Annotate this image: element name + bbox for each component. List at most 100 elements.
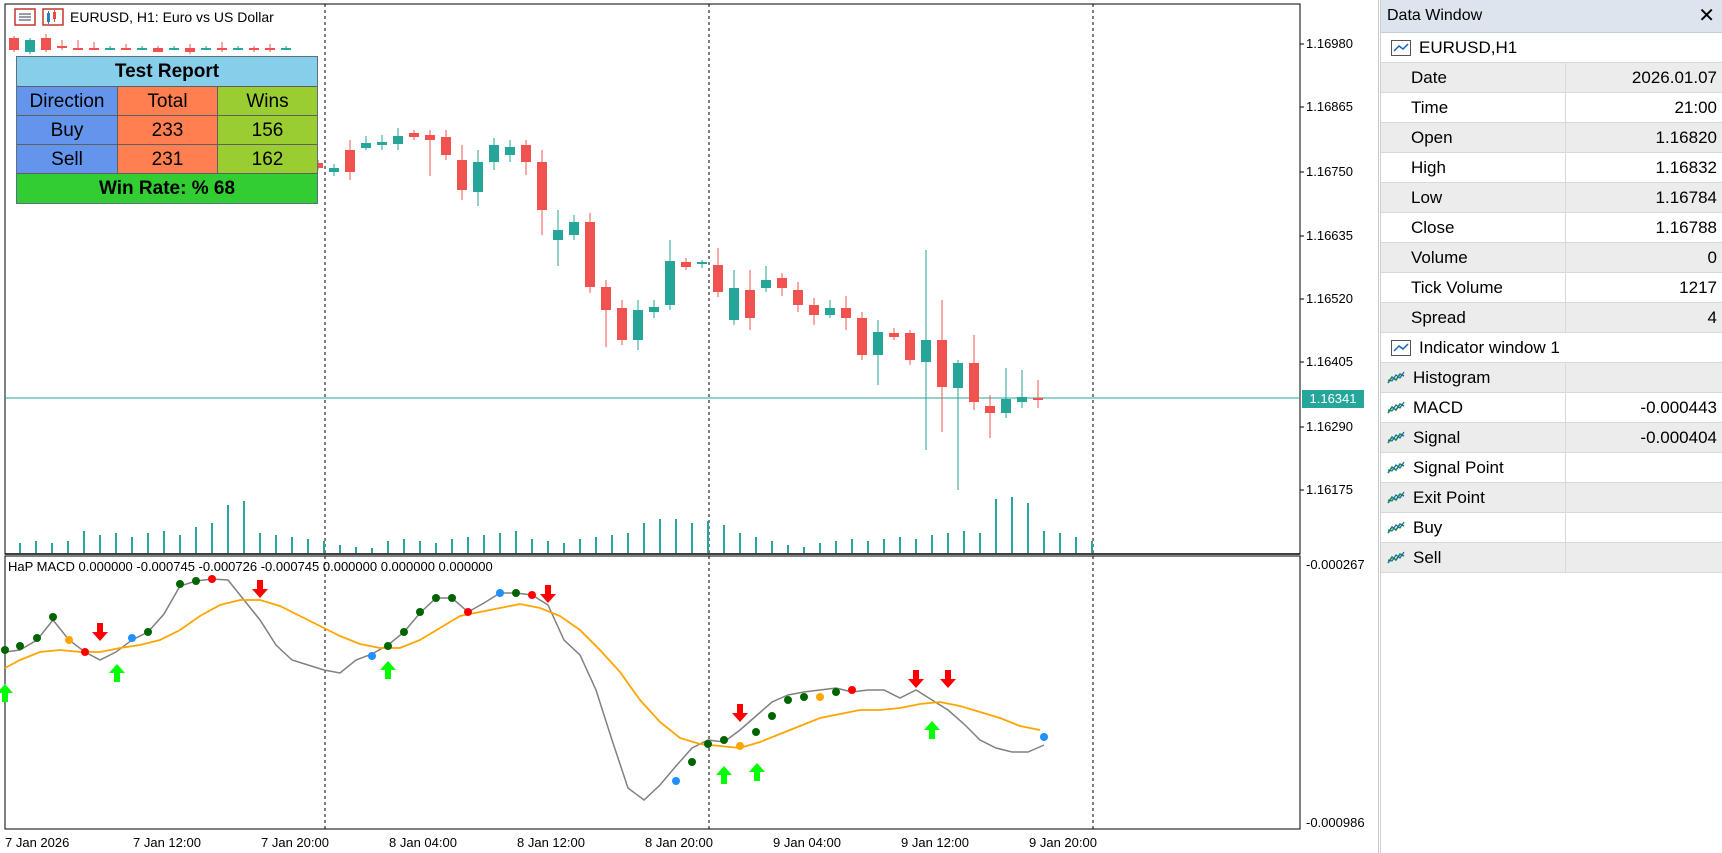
data-row-spread: Spread 4 [1381, 303, 1722, 333]
candle-body [713, 265, 723, 292]
candle-body [249, 48, 259, 50]
field-label: Time [1411, 98, 1449, 117]
price-axis-label: 1.16405 [1306, 354, 1353, 369]
test-report-row-sell: Sell 231 162 [17, 145, 317, 174]
candle-body [793, 290, 803, 305]
candle-body [825, 308, 835, 315]
indicator-line-icon [1387, 491, 1405, 503]
indicator-line-icon [1387, 521, 1405, 533]
signal-point [736, 742, 744, 750]
test-report-row-buy: Buy 233 156 [17, 116, 317, 145]
chart-window[interactable]: EURUSD, H1: Euro vs US Dollar Test Repor… [0, 0, 1379, 853]
data-window-header: Data Window ✕ [1381, 0, 1722, 33]
field-label: Close [1411, 218, 1455, 237]
price-axis-label: 1.16980 [1306, 36, 1353, 51]
candle-body [521, 145, 531, 162]
field-label: Histogram [1413, 368, 1491, 387]
sell-arrow-icon [908, 670, 924, 688]
candle-body [761, 280, 771, 288]
candle-body [585, 222, 595, 287]
data-row-time: Time 21:00 [1381, 93, 1722, 123]
macd-line [4, 578, 1045, 801]
price-axis-label: 1.16520 [1306, 291, 1353, 306]
win-rate: Win Rate: % 68 [17, 174, 317, 203]
candle-body [489, 145, 499, 162]
signal-point [800, 693, 808, 701]
time-axis-label: 9 Jan 12:00 [901, 835, 969, 850]
test-report-panel: Test Report Direction Total Wins Buy 233… [16, 56, 318, 204]
chart-title: EURUSD, H1: Euro vs US Dollar [14, 8, 274, 26]
field-value: 1.16784 [1655, 188, 1717, 207]
candle-body [1001, 399, 1011, 413]
data-row-close: Close 1.16788 [1381, 213, 1722, 243]
candle-body [921, 340, 931, 362]
sub-pane-frame [4, 555, 1301, 830]
field-label: Sell [1413, 548, 1442, 567]
buy-arrow-icon [749, 763, 765, 781]
time-axis-label: 8 Jan 04:00 [389, 835, 457, 850]
candle-body [473, 162, 483, 192]
signal-point [672, 777, 680, 785]
signal-point [176, 580, 184, 588]
time-axis-label: 7 Jan 20:00 [261, 835, 329, 850]
field-label: Buy [1413, 518, 1443, 537]
row-total: 233 [118, 116, 218, 145]
indicator-row-signal-point: Signal Point [1381, 453, 1722, 483]
candle-body [809, 305, 819, 315]
field-value: 1.16788 [1655, 218, 1717, 237]
candle-body [697, 262, 707, 264]
candle-body [185, 48, 195, 52]
candle-body [153, 48, 163, 52]
close-icon[interactable]: ✕ [1698, 5, 1715, 27]
chart-title-text: EURUSD, H1: Euro vs US Dollar [70, 9, 274, 25]
field-value: 0 [1707, 248, 1717, 267]
signal-point [400, 628, 408, 636]
indicator-window-row[interactable]: Indicator window 1 [1381, 333, 1722, 363]
signal-point [720, 736, 728, 744]
candle-body [729, 288, 739, 320]
sell-arrow-icon [732, 704, 748, 722]
candle-body [9, 38, 19, 50]
candle-body [937, 340, 947, 387]
data-row-date: Date 2026.01.07 [1381, 63, 1722, 93]
signal-point [16, 642, 24, 650]
price-axis-label: 1.16865 [1306, 99, 1353, 114]
signal-point [432, 594, 440, 602]
data-row-volume: Volume 0 [1381, 243, 1722, 273]
field-value: 2026.01.07 [1631, 68, 1717, 87]
signal-point [416, 608, 424, 616]
field-label: Tick Volume [1411, 278, 1503, 297]
field-value: -0.000404 [1640, 428, 1717, 447]
signal-point [128, 634, 136, 642]
data-row-tick-volume: Tick Volume 1217 [1381, 273, 1722, 303]
candle-body [601, 287, 611, 310]
indicator-line-icon [1387, 431, 1405, 443]
header-direction: Direction [17, 87, 118, 116]
candle-body [393, 136, 403, 144]
field-label: Spread [1411, 308, 1466, 327]
candle-body [361, 143, 371, 148]
candle-body [265, 48, 275, 50]
field-label: Signal [1413, 428, 1461, 447]
signal-point [65, 636, 73, 644]
field-value [1566, 453, 1722, 482]
candle-body [121, 48, 131, 50]
line-chart-icon [1391, 339, 1411, 356]
candle-body [553, 230, 563, 240]
candle-body [969, 363, 979, 402]
symbol-menu-icon[interactable] [14, 8, 36, 26]
signal-point [688, 758, 696, 766]
row-direction: Buy [17, 116, 118, 145]
candle-body [377, 142, 387, 145]
candle-body [217, 48, 227, 50]
field-value: 1.16832 [1655, 158, 1717, 177]
chart-type-icon[interactable] [42, 8, 64, 26]
symbol-row[interactable]: EURUSD,H1 [1381, 33, 1722, 63]
sub-axis-label: -0.000267 [1306, 557, 1365, 572]
candle-body [841, 308, 851, 318]
sell-arrow-icon [940, 670, 956, 688]
candle-body [89, 48, 99, 50]
symbol-label: EURUSD,H1 [1419, 38, 1518, 57]
signal-point [816, 693, 824, 701]
field-label: Signal Point [1413, 458, 1504, 477]
